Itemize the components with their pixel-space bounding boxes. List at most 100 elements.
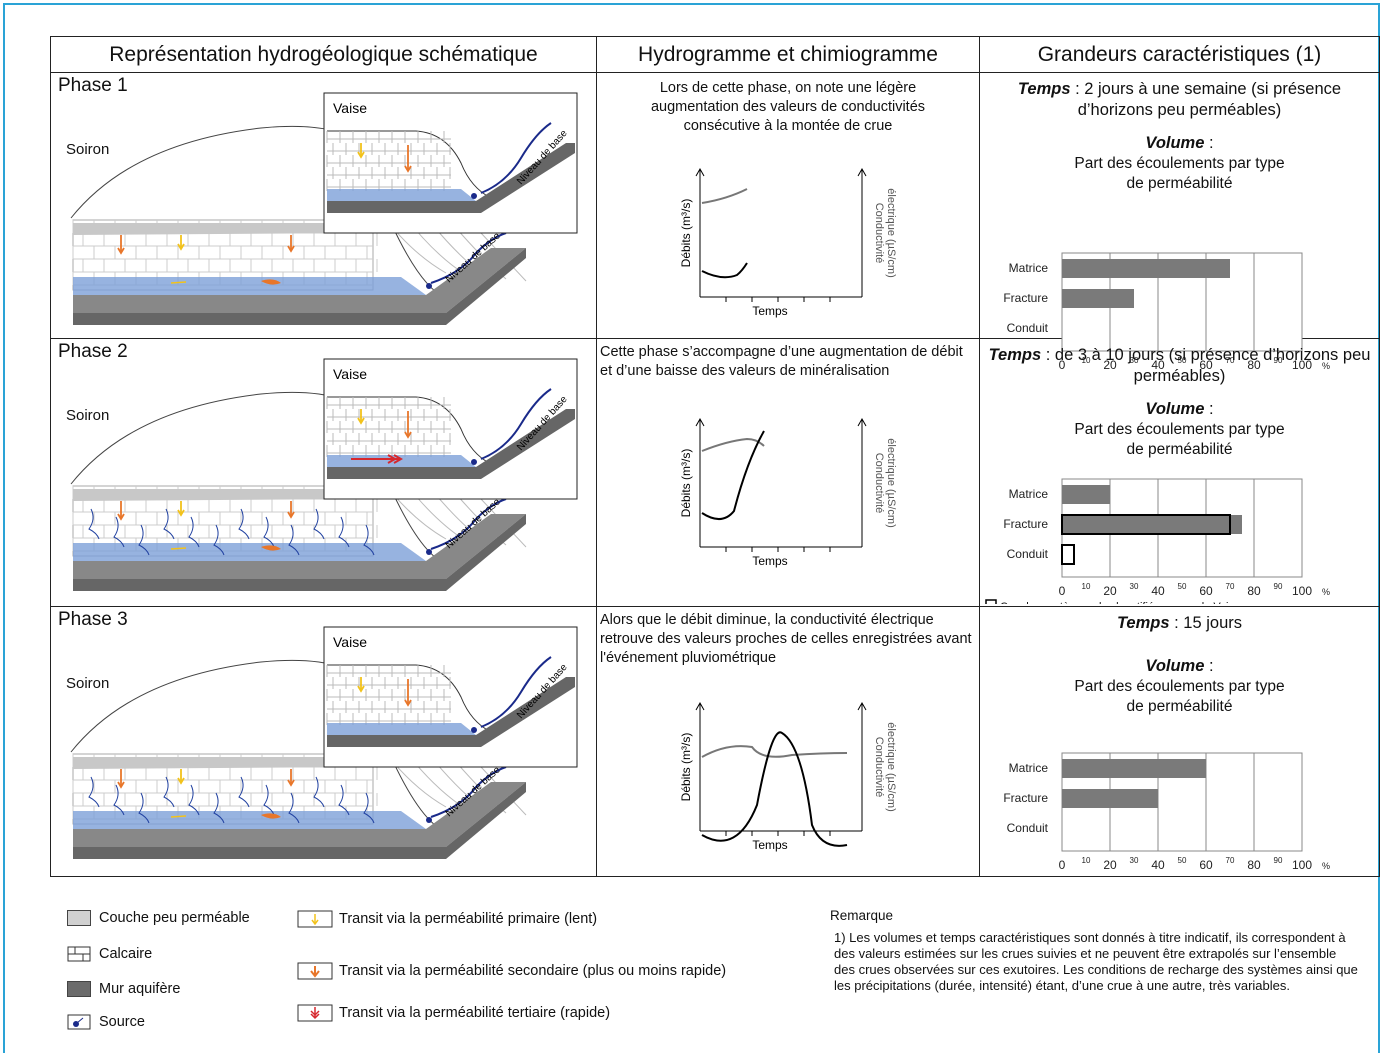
fracture-network [188, 516, 200, 548]
phase1-part: Part des écoulements par type de perméab… [1074, 155, 1285, 192]
phase3-label: Phase 3 [58, 609, 128, 630]
fracture-network [288, 792, 300, 824]
y2-axis-label-2: électrique (µS/cm) [885, 438, 897, 527]
vaise-source [471, 727, 477, 733]
phase2-part: Part des écoulements par type de perméab… [1074, 421, 1285, 458]
x-axis-label: Temps [752, 304, 787, 318]
flow-curve [701, 262, 748, 279]
soiron-block: Niveau de base [70, 391, 527, 591]
conductivity-curve [701, 745, 848, 758]
calcaire-icon [67, 946, 91, 962]
fracture-network [238, 508, 250, 540]
fracture-network [313, 508, 325, 540]
vaise-topography [327, 396, 492, 465]
bar-fracture [1062, 789, 1158, 808]
phase2-bar-chart: Matrice Fracture Conduit 0 10 20 30 40 50 60 70 80 9… [985, 478, 1330, 604]
phase3-temps: Temps : 15 jours [980, 607, 1379, 634]
vaise-secondary-arrow-head [404, 699, 412, 707]
phase3-hydro-cell: Alors que le débit diminue, la conductiv… [596, 606, 980, 877]
phase3-temps-value: : 15 jours [1169, 614, 1243, 632]
legend-tertiaire-label: Transit via la perméabilité tertiaire (r… [339, 1004, 611, 1021]
tick-label: 90 [1274, 582, 1283, 591]
phase1-volume: Volume : [980, 133, 1379, 154]
soiron-primary-arrow-head [177, 243, 185, 251]
vaise-topography [327, 130, 492, 199]
soiron-block: Niveau de base [70, 125, 527, 325]
tick-label: 60 [1199, 858, 1213, 872]
phase2-temps-label: Temps [988, 346, 1042, 364]
y-axis-label: Débits (m³/s) [679, 199, 693, 268]
tertiary-arrow-icon [297, 1004, 333, 1022]
y2-axis-label-2: électrique (µS/cm) [885, 188, 897, 277]
tick-label: 10 [1082, 582, 1091, 591]
y2-arrow [857, 701, 867, 711]
vaise-base [327, 143, 575, 213]
river [430, 232, 507, 284]
legend-mur: Mur aquifère [67, 981, 181, 998]
vaise-river [480, 122, 552, 194]
vaise-primary-arrow-head [357, 685, 365, 693]
vaise-water [327, 723, 476, 735]
aquifer-base-top [73, 782, 526, 847]
phase3-temps-label: Temps [1116, 614, 1170, 632]
soiron-block: Niveau de base [70, 659, 527, 859]
phase3-grandeurs-cell: Temps : 15 jours Volume : Part des écoul… [979, 606, 1380, 877]
tick-label: 40 [1151, 858, 1165, 872]
vaise-river [480, 656, 552, 728]
phase1-label: Phase 1 [58, 75, 128, 96]
tertiary-arrow-head [387, 454, 404, 464]
category-label: Conduit [1007, 821, 1049, 835]
fracture-network [363, 792, 375, 824]
vaise-label: Vaise [333, 366, 367, 382]
source-point [426, 549, 432, 555]
tick-label: 100 [1292, 584, 1312, 598]
tick-label: 80 [1247, 584, 1261, 598]
y2-arrow [857, 417, 867, 427]
bar-matrice [1062, 485, 1110, 504]
x-axis-label: Temps [752, 838, 787, 852]
tick-label: 50 [1178, 856, 1187, 865]
curves [701, 430, 765, 520]
header-hydrogram: Hydrogramme et chimiogramme [596, 36, 980, 73]
tick-label: 20 [1103, 858, 1117, 872]
legend-mur-label: Mur aquifère [99, 981, 181, 997]
tick-label: 20 [1103, 584, 1117, 598]
tick-label: 0 [1059, 858, 1066, 872]
phase3-part: Part des écoulements par type de perméab… [1074, 678, 1285, 715]
main-table: Représentation hydrogéologique schématiq… [50, 36, 1380, 877]
fracture-network [88, 776, 100, 808]
tick-label: 100 [1292, 858, 1312, 872]
phase3-soiron-label: Soiron [66, 675, 110, 692]
tick-label: 10 [1082, 856, 1091, 865]
fracture-network [263, 516, 275, 548]
aquifer-base-top [73, 248, 526, 313]
remark: Remarque 1) Les volumes et temps caracté… [830, 908, 1360, 994]
vaise-source [471, 193, 477, 199]
phase3-volume-label: Volume [1145, 657, 1205, 675]
y2-axis-label-1: Conductivité [873, 737, 885, 798]
legend-secondaire: Transit via la perméabilité secondaire (… [297, 962, 726, 980]
tick-label: 70 [1226, 856, 1235, 865]
x-axis-label: Temps [752, 554, 787, 568]
phase1-grandeurs-cell: Temps : 2 jours à une semaine (si présen… [979, 72, 1380, 372]
phase3-hydrogram: Temps Débits (m³/s) Conductivité électrique… [679, 701, 897, 852]
low-permeability-layer [73, 489, 366, 501]
fracture-network [338, 516, 350, 548]
bar-matrice [1062, 259, 1230, 278]
aquifer-water [73, 277, 426, 295]
karst-bar-conduit [1061, 544, 1075, 565]
tick-label: 60 [1199, 584, 1213, 598]
y-arrow [695, 417, 705, 427]
header-schema: Représentation hydrogéologique schématiq… [50, 36, 597, 73]
soiron-secondary-arrow-head [117, 781, 125, 789]
fracture-network [188, 784, 200, 816]
category-label: Fracture [1003, 791, 1048, 805]
legend-calcaire-label: Calcaire [99, 946, 153, 962]
y2-axis-label-1: Conductivité [873, 453, 885, 514]
karst-legend-label: Cas des systèmes plus karstifiés comme l… [1000, 601, 1240, 604]
fracture-network [263, 784, 275, 816]
remark-title: Remarque [830, 908, 894, 923]
legend-couche: Couche peu perméable [67, 910, 250, 927]
